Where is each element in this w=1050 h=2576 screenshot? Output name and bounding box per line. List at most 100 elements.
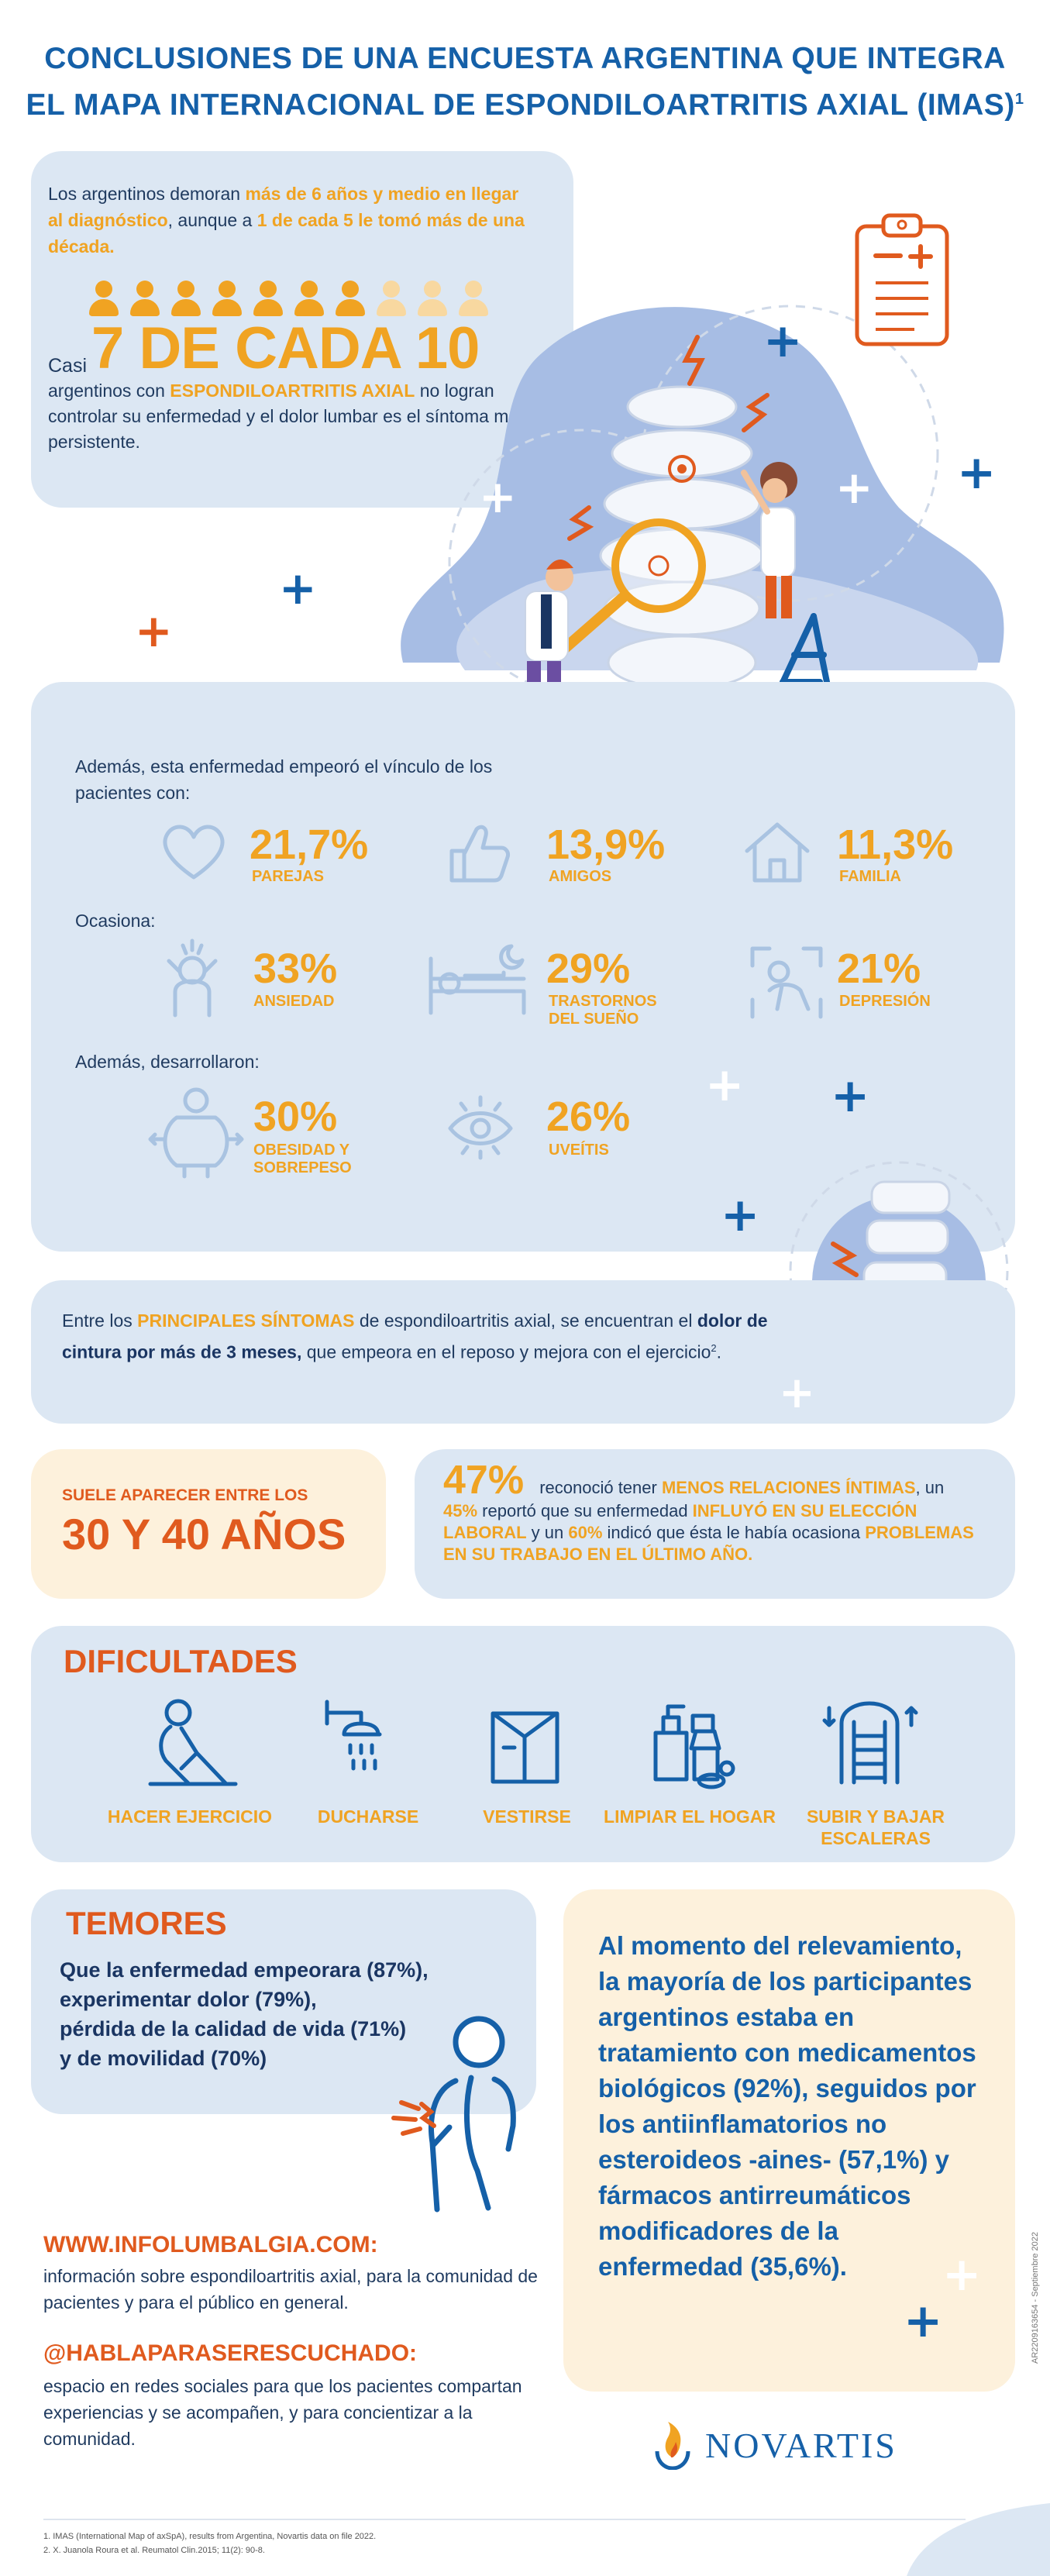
fears-panel bbox=[31, 1889, 536, 2114]
plus-icon: + bbox=[135, 604, 173, 657]
fear-item: pérdida de la calidad de vida (71%) bbox=[60, 2017, 407, 2040]
plus-icon: + bbox=[835, 461, 873, 514]
work-highlight-2: INFLUYÓ EN SU ELECCIÓN LABORAL bbox=[443, 1501, 917, 1542]
stat-label-amigos: AMIGOS bbox=[549, 868, 612, 885]
stat-value-amigos: 13,9% bbox=[546, 821, 666, 868]
novartis-flame-icon bbox=[655, 2422, 690, 2470]
person-icon bbox=[336, 281, 365, 316]
stat-label-ansiedad: ANSIEDAD bbox=[253, 993, 335, 1010]
age-label: SUELE APARECER ENTRE LOS bbox=[62, 1486, 308, 1504]
title-line-2: EL MAPA INTERNACIONAL DE ESPONDILOARTRIT… bbox=[0, 79, 1050, 126]
symptoms-text-4: . bbox=[716, 1341, 721, 1362]
fear-item: Que la enfermedad empeorara (87%), bbox=[60, 1958, 429, 1982]
stat-value-ansiedad: 33% bbox=[253, 945, 338, 992]
plus-icon: + bbox=[904, 2294, 943, 2348]
treatment-text: Al momento del relevamiento, la mayoría … bbox=[598, 1931, 976, 2281]
work-panel bbox=[415, 1449, 1015, 1599]
web-link[interactable]: WWW.INFOLUMBALGIA.COM: bbox=[43, 2232, 378, 2257]
stat-value-uveitis: 26% bbox=[546, 1093, 631, 1140]
symptoms-text-3: que empeora en el reposo y mejora con el… bbox=[301, 1341, 711, 1362]
title-line-2-text: EL MAPA INTERNACIONAL DE ESPONDILOARTRIT… bbox=[26, 88, 1015, 122]
symptoms-panel bbox=[31, 1280, 1015, 1424]
eye-icon bbox=[446, 1093, 515, 1166]
novartis-logo: NOVARTIS bbox=[651, 2422, 897, 2470]
treatment-panel bbox=[563, 1889, 1015, 2392]
fear-item: experimentar dolor (79%), bbox=[60, 1988, 317, 2011]
shirt-icon bbox=[488, 1709, 562, 1790]
ocasiona-label: Ocasiona: bbox=[75, 911, 156, 931]
page-title: CONCLUSIONES DE UNA ENCUESTA ARGENTINA Q… bbox=[0, 39, 1050, 126]
difficulty-label-ducharse: DUCHARSE bbox=[317, 1806, 419, 1827]
person-icon bbox=[294, 281, 324, 316]
person-icon bbox=[253, 281, 283, 316]
back-pain-person-icon bbox=[378, 2011, 541, 2224]
plus-icon: + bbox=[721, 1188, 760, 1242]
symptoms-text: Entre los PRINCIPALES SÍNTOMAS de espond… bbox=[62, 1307, 783, 1366]
intro-diagnosis-text: Los argentinos demoran más de 6 años y m… bbox=[48, 181, 536, 260]
footnote-1: 1. IMAS (International Map of axSpA), re… bbox=[43, 2532, 377, 2541]
house-icon bbox=[742, 820, 812, 890]
person-icon bbox=[89, 281, 119, 316]
fears-heading: TEMORES bbox=[66, 1905, 227, 1941]
plus-icon: + bbox=[957, 446, 997, 500]
symptoms-text-2: de espondiloartritis axial, se encuentra… bbox=[354, 1310, 697, 1331]
work-text-2: , un bbox=[915, 1478, 945, 1497]
plus-icon: + bbox=[831, 1069, 870, 1123]
stat-label-obesidad: OBESIDAD Y SOBREPESO bbox=[253, 1142, 352, 1176]
symptoms-text-1: Entre los bbox=[62, 1310, 138, 1331]
difficulties-heading: DIFICULTADES bbox=[64, 1643, 298, 1679]
work-pct-45: 45% bbox=[443, 1501, 478, 1520]
title-footnote-ref: 1 bbox=[1014, 91, 1024, 108]
clipboard-icon bbox=[852, 209, 952, 353]
intro-text-1: Los argentinos demoran bbox=[48, 184, 246, 204]
footer-divider bbox=[43, 2519, 966, 2520]
shower-icon bbox=[324, 1697, 409, 1794]
work-text-3: reportó que su enfermedad bbox=[477, 1501, 693, 1520]
symptoms-bold: dolor de cintura por más de 3 meses, bbox=[62, 1310, 768, 1362]
difficulty-label-vestirse: VESTIRSE bbox=[483, 1806, 571, 1827]
plus-icon: + bbox=[479, 470, 517, 523]
stat-value-obesidad: 30% bbox=[253, 1093, 338, 1140]
intro-text-highlight-2: 1 de cada 5 le tomó más de una década. bbox=[48, 210, 525, 257]
plus-icon: + bbox=[779, 1368, 815, 1418]
web-link-description: información sobre espondiloartritis axia… bbox=[43, 2266, 538, 2313]
difficulty-label-escaleras: SUBIR Y BAJAR ESCALERAS bbox=[806, 1806, 945, 1848]
plus-icon: + bbox=[279, 562, 317, 615]
person-icon bbox=[130, 281, 160, 316]
work-text-5: indicó que ésta le había ocasiona bbox=[602, 1523, 866, 1542]
footnote-2: 2. X. Juanola Roura et al. Reumatol Clin… bbox=[43, 2546, 265, 2555]
stat-label-familia: FAMILIA bbox=[839, 868, 901, 885]
person-icon bbox=[212, 281, 242, 316]
intro-panel bbox=[31, 151, 573, 508]
escalator-icon bbox=[820, 1696, 921, 1793]
desarrollaron-label: Además, desarrollaron: bbox=[75, 1052, 260, 1072]
stat-value-parejas: 21,7% bbox=[250, 821, 369, 868]
symptoms-footnote-ref: 2 bbox=[711, 1342, 717, 1354]
stat-label-uveitis: UVEÍTIS bbox=[549, 1142, 609, 1159]
intro-control-1: argentinos con bbox=[48, 381, 170, 401]
work-text-1: reconoció tener bbox=[535, 1478, 662, 1497]
social-handle-description: espacio en redes sociales para que los p… bbox=[43, 2376, 522, 2449]
age-value: 30 Y 40 AÑOS bbox=[62, 1510, 346, 1558]
novartis-wordmark: NOVARTIS bbox=[705, 2425, 897, 2465]
thumbs-up-icon bbox=[446, 820, 511, 890]
age-panel bbox=[31, 1449, 386, 1599]
anxiety-icon bbox=[153, 938, 231, 1027]
difficulty-label-limpiar: LIMPIAR EL HOGAR bbox=[604, 1806, 776, 1827]
depression-icon bbox=[748, 944, 825, 1025]
document-code: AR2209163654 - Septiembre 2022 bbox=[1031, 2231, 1040, 2364]
seven-of-ten-figure: 7 DE CADA 10 bbox=[91, 315, 480, 381]
work-pct-60: 60% bbox=[568, 1523, 603, 1542]
plus-icon: + bbox=[763, 314, 803, 368]
intro-control-2: no logran controlar su enfermedad y el d… bbox=[48, 381, 528, 452]
intro-text-2: , aunque a bbox=[167, 210, 257, 230]
work-text-4: y un bbox=[526, 1523, 569, 1542]
stat-value-depresion: 21% bbox=[837, 945, 921, 992]
stat-label-depresion: DEPRESIÓN bbox=[839, 993, 931, 1010]
difficulty-label-ejercicio: HACER EJERCICIO bbox=[107, 1806, 273, 1827]
title-line-1: CONCLUSIONES DE UNA ENCUESTA ARGENTINA Q… bbox=[44, 42, 1006, 75]
social-handle-link[interactable]: @HABLAPARASERESCUCHADO: bbox=[43, 2340, 418, 2366]
intro-text-highlight-1: más de 6 años y medio en llegar al diagn… bbox=[48, 184, 519, 230]
intro-control-highlight: ESPONDILOARTRITIS AXIAL bbox=[170, 381, 415, 401]
cleaning-icon bbox=[649, 1697, 738, 1794]
